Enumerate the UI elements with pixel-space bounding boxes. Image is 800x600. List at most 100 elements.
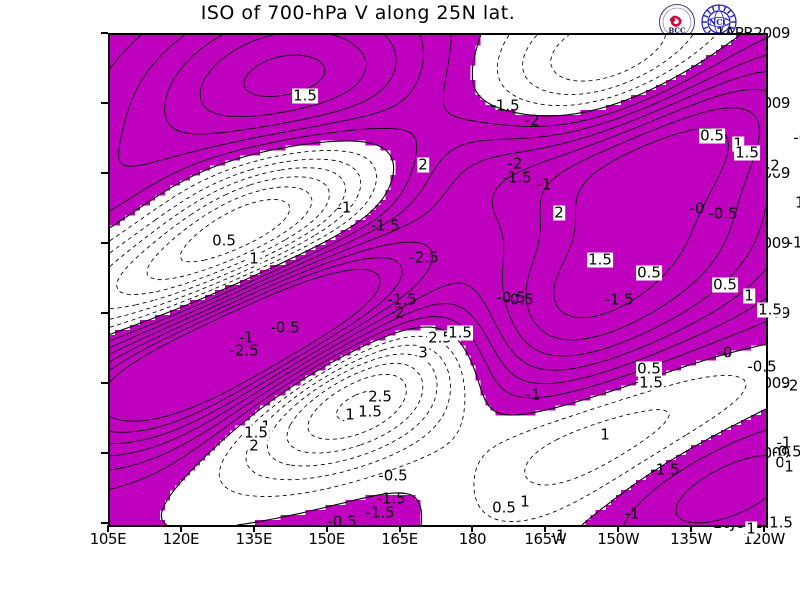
contour-level-3 bbox=[110, 127, 729, 422]
contour-value-label: 1.5 bbox=[734, 143, 760, 162]
contour-level-neg1p5 bbox=[110, 35, 667, 467]
contour-value-label: 1.5 bbox=[243, 423, 269, 442]
x-tick-label: 165W bbox=[524, 530, 567, 548]
y-tick-mark bbox=[101, 452, 108, 454]
y-tick-mark bbox=[101, 102, 108, 104]
x-tick-label: 120E bbox=[162, 530, 200, 548]
contour-value-label: -1.5 bbox=[387, 290, 417, 309]
contour-value-label: -1.5 bbox=[376, 489, 406, 508]
contour-value-label: 1.5 bbox=[587, 250, 613, 269]
contour-value-label: 1 bbox=[519, 492, 531, 511]
contour-level-1p5 bbox=[110, 35, 766, 457]
contour-value-label: -0.5 bbox=[793, 128, 800, 147]
contour-value-label: -0.5 bbox=[270, 318, 300, 337]
contour-value-label: -0.5 bbox=[772, 442, 800, 461]
contour-value-label: 1 bbox=[732, 134, 744, 153]
contour-level-2 bbox=[110, 35, 766, 445]
contour-value-label: -1.5 bbox=[490, 96, 520, 115]
contour-value-label: 2.5 bbox=[427, 328, 453, 347]
contour-value-label: -1 bbox=[336, 198, 352, 217]
x-tick-label: 135W bbox=[670, 530, 713, 548]
x-tick-label: 165E bbox=[381, 530, 418, 548]
contour-level-0 bbox=[110, 35, 766, 525]
contour-value-label: -1 bbox=[787, 233, 800, 252]
contour-value-label: -1 bbox=[624, 504, 640, 523]
contour-value-label: -1 bbox=[776, 433, 792, 452]
contour-value-label: 1.5 bbox=[447, 323, 473, 342]
contour-value-label: -2 bbox=[783, 376, 799, 395]
contour-value-label: 2 bbox=[769, 156, 781, 175]
contour-value-label: 1 bbox=[248, 249, 260, 268]
contour-value-label: -1.5 bbox=[650, 460, 680, 479]
x-tick-mark bbox=[398, 525, 401, 532]
positive-shading bbox=[110, 35, 766, 525]
contour-value-label: 1.5 bbox=[757, 300, 783, 319]
contour-value-label: 2 bbox=[248, 436, 260, 455]
x-tick-label: 105E bbox=[89, 530, 127, 548]
contour-value-label: -1.5 bbox=[502, 168, 532, 187]
contour-value-label: 0 bbox=[774, 453, 786, 472]
contour-value-label: -1 bbox=[238, 328, 254, 347]
contour-level-neg0p5 bbox=[110, 35, 747, 523]
x-tick-mark bbox=[544, 525, 547, 532]
contour-value-label: -1.5 bbox=[370, 216, 400, 235]
contour-value-label: -1 bbox=[550, 526, 566, 545]
contour-value-label: 2.5 bbox=[367, 387, 393, 406]
y-tick-mark bbox=[101, 32, 108, 34]
x-tick-label: 135E bbox=[235, 530, 273, 548]
contour-value-label: -1 bbox=[536, 175, 552, 194]
contour-value-label: -1 bbox=[525, 385, 541, 404]
contour-plot-area bbox=[108, 33, 768, 527]
contour-value-label: 0.5 bbox=[491, 498, 517, 517]
contour-value-label: 1.5 bbox=[638, 373, 664, 392]
contour-level-neg2 bbox=[116, 176, 424, 454]
y-tick-mark bbox=[101, 242, 108, 244]
contour-value-label: 1.5 bbox=[768, 513, 794, 532]
contour-value-label: -2 bbox=[524, 111, 540, 130]
contour-value-label: 0.5 bbox=[699, 126, 725, 145]
contour-value-label: -0 bbox=[689, 199, 705, 218]
svg-text:NCC: NCC bbox=[709, 17, 729, 27]
contour-field bbox=[110, 35, 766, 525]
contour-value-label: 1.5 bbox=[357, 402, 383, 421]
contour-value-label: -0.5 bbox=[747, 357, 777, 376]
ncc-logo: NCC bbox=[700, 3, 738, 41]
contour-value-label: -0 bbox=[717, 343, 733, 362]
contour-value-label: 1.5 bbox=[794, 195, 800, 211]
x-tick-label: 150E bbox=[308, 530, 345, 548]
contour-level-2p5 bbox=[110, 54, 760, 433]
contour-value-label: -0.5 bbox=[496, 288, 526, 307]
x-tick-mark bbox=[763, 525, 765, 532]
x-tick-mark bbox=[252, 525, 255, 532]
y-tick-mark bbox=[101, 522, 108, 524]
contour-value-label: 0.5 bbox=[211, 231, 237, 250]
x-tick-mark bbox=[617, 525, 620, 532]
contour-value-label: -1.5 bbox=[365, 503, 395, 522]
contour-value-label: 3 bbox=[417, 343, 429, 362]
contour-value-label: 1 bbox=[599, 425, 611, 444]
x-tick-mark bbox=[107, 525, 109, 532]
contour-value-label: 1 bbox=[344, 405, 356, 424]
contour-value-label: 2 bbox=[553, 203, 565, 222]
bcc-logo: BCC bbox=[658, 3, 696, 41]
contour-value-label: -0.5 bbox=[378, 466, 408, 485]
y-tick-mark bbox=[101, 312, 108, 314]
page-title: ISO of 700-hPa V along 25N lat. bbox=[200, 2, 516, 24]
contour-value-label: -0.5 bbox=[708, 204, 738, 223]
x-tick-mark bbox=[325, 525, 328, 532]
contour-value-label: 0.5 bbox=[712, 275, 738, 294]
contour-level-neg2p5 bbox=[146, 186, 407, 440]
contour-value-label: 1 bbox=[745, 519, 757, 538]
contour-level-neg1 bbox=[110, 35, 694, 486]
contour-value-label: 1 bbox=[783, 457, 795, 476]
contour-value-label: -2.5 bbox=[409, 248, 439, 267]
contour-value-label: -0.5 bbox=[504, 290, 534, 309]
contour-value-label: 0.5 bbox=[636, 263, 662, 282]
contour-value-label: -2.5 bbox=[229, 341, 259, 360]
contour-value-label: -1.5 bbox=[604, 290, 634, 309]
y-tick-mark bbox=[101, 382, 108, 384]
contour-value-label: -0.5 bbox=[327, 512, 357, 531]
x-tick-label: 180 bbox=[458, 530, 487, 548]
x-tick-mark bbox=[179, 525, 182, 532]
